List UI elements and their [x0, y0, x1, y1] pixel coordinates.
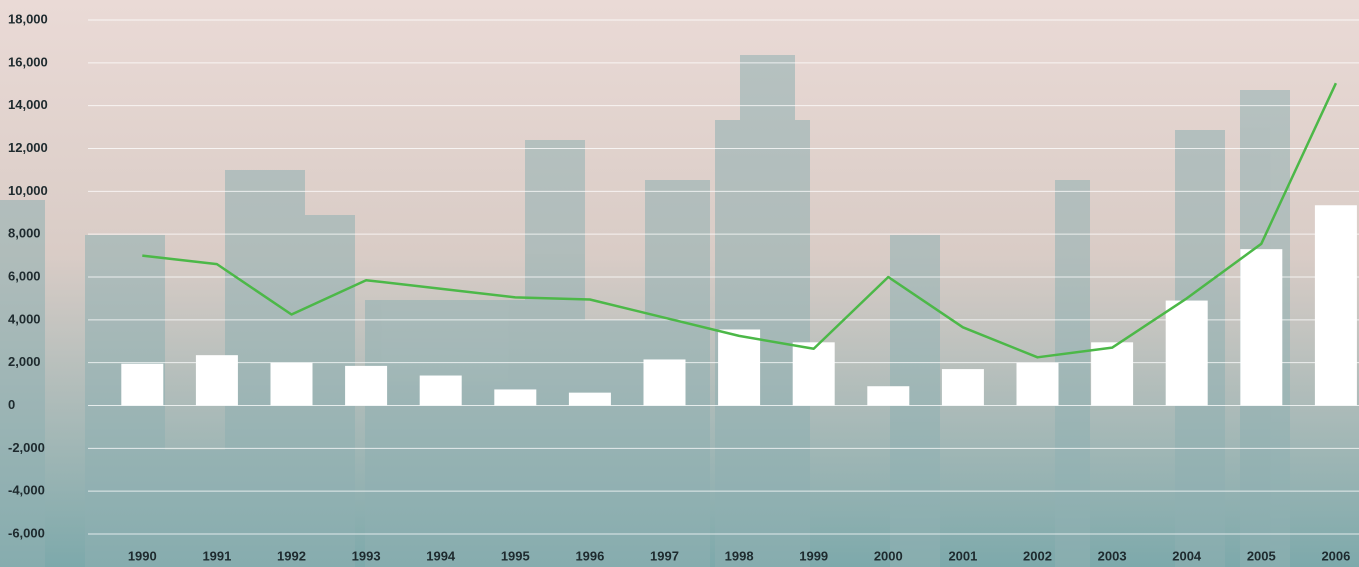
x-tick-label: 1999: [799, 548, 828, 563]
bar: [941, 369, 984, 406]
bar: [718, 329, 761, 406]
bar: [270, 362, 313, 406]
bar: [1314, 205, 1357, 406]
bar: [1016, 362, 1059, 406]
x-tick-label: 2001: [948, 548, 977, 563]
x-tick-label: 1996: [575, 548, 604, 563]
y-tick-label: -6,000: [8, 525, 45, 540]
y-tick-label: 8,000: [8, 226, 41, 241]
bar: [195, 355, 238, 406]
y-tick-label: 10,000: [8, 183, 48, 198]
y-tick-label: 2,000: [8, 354, 41, 369]
y-tick-label: -4,000: [8, 483, 45, 498]
bar: [1165, 300, 1208, 406]
x-tick-label: 1993: [352, 548, 381, 563]
y-tick-label: 16,000: [8, 54, 48, 69]
bar: [419, 375, 462, 406]
bar: [1240, 249, 1283, 406]
bar: [568, 392, 611, 406]
bar: [792, 342, 835, 406]
bar: [345, 365, 388, 406]
y-tick-label: 12,000: [8, 140, 48, 155]
bar: [121, 363, 164, 406]
bar: [1091, 342, 1134, 406]
line: [142, 82, 1338, 359]
x-tick-label: 2003: [1098, 548, 1127, 563]
x-tick-label: 1990: [128, 548, 157, 563]
y-tick-label: 6,000: [8, 268, 41, 283]
bar: [643, 359, 686, 406]
x-tick-label: 1995: [501, 548, 530, 563]
x-tick-label: 2002: [1023, 548, 1052, 563]
y-tick-label: 4,000: [8, 311, 41, 326]
x-tick-label: 2005: [1247, 548, 1276, 563]
x-tick-label: 2006: [1321, 548, 1350, 563]
x-tick-label: 1997: [650, 548, 679, 563]
x-tick-label: 1994: [426, 548, 456, 563]
y-tick-label: 0: [8, 397, 15, 412]
bar: [867, 386, 910, 406]
x-tick-label: 1991: [202, 548, 231, 563]
y-tick-label: 14,000: [8, 97, 48, 112]
x-tick-label: 1992: [277, 548, 306, 563]
x-tick-label: 2000: [874, 548, 903, 563]
y-tick-label: -2,000: [8, 440, 45, 455]
x-tick-label: 2004: [1172, 548, 1202, 563]
x-tick-label: 1998: [725, 548, 754, 563]
bar: [494, 389, 537, 406]
y-tick-label: 18,000: [8, 11, 48, 26]
